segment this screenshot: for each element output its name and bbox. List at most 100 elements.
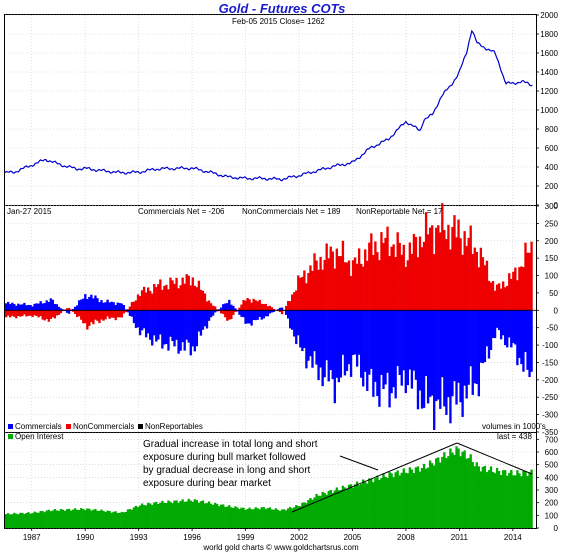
y-tick-label: 300 — [545, 202, 559, 211]
noncommercials-bar — [55, 310, 59, 316]
commercials-bar — [236, 310, 239, 312]
open-interest-bar — [215, 503, 219, 528]
open-interest-bar — [483, 465, 487, 528]
commercials-bar — [215, 310, 219, 312]
commercials-bar — [457, 310, 460, 383]
open-interest-bar — [291, 508, 294, 528]
commercials-bar — [422, 310, 426, 408]
open-interest-bar — [33, 511, 36, 528]
commercials-bar — [299, 310, 302, 348]
commercials-bar — [284, 310, 288, 315]
noncommercials-bar — [424, 212, 428, 311]
open-interest-bar — [63, 510, 67, 528]
commercials-bar — [82, 298, 85, 311]
open-interest-bar — [183, 501, 186, 528]
noncommercials-bar — [400, 254, 403, 311]
noncommercials-bar — [370, 233, 373, 311]
open-interest-bar — [481, 466, 485, 528]
open-interest-bar — [380, 478, 383, 528]
open-interest-bar — [132, 507, 136, 528]
noncommercials-bar — [355, 263, 359, 311]
open-interest-bar — [82, 509, 85, 528]
commercials-bar — [368, 310, 371, 375]
noncommercials-bar — [512, 271, 515, 311]
noncommercials-bar — [414, 237, 418, 311]
open-interest-bar — [506, 475, 509, 528]
open-interest-bar — [171, 503, 174, 528]
open-interest-bar — [126, 509, 130, 528]
noncommercials-bar — [264, 303, 267, 311]
open-interest-bar — [485, 472, 489, 528]
open-interest-bar — [157, 503, 160, 528]
commercials-bar — [489, 310, 493, 350]
noncommercials-bar — [309, 265, 312, 311]
open-interest-bar — [362, 479, 365, 528]
noncommercials-bar — [366, 260, 369, 311]
commercials-bar — [9, 304, 12, 311]
commercials-bar — [262, 310, 265, 319]
open-interest-bar — [431, 463, 434, 528]
open-interest-bar — [321, 491, 324, 528]
noncommercials-bar — [23, 310, 26, 315]
noncommercials-bar — [457, 219, 460, 311]
commercials-bar — [35, 303, 38, 311]
commercials-bar — [140, 310, 144, 331]
commercials-bar — [528, 310, 531, 378]
commercials-bar — [313, 310, 316, 352]
open-interest-bar — [512, 475, 515, 528]
open-interest-bar — [25, 512, 28, 528]
commercials-bar — [78, 300, 81, 311]
noncommercials-bar — [526, 252, 529, 311]
noncommercials-bar — [345, 262, 349, 311]
open-interest-bar — [84, 510, 87, 528]
legend-noncommercials: NonCommercials — [73, 422, 134, 431]
open-interest-bar — [153, 502, 156, 528]
noncommercials-bar — [215, 309, 219, 311]
commercials-bar — [376, 310, 379, 396]
open-interest-bar — [408, 467, 412, 528]
commercials-bar — [451, 310, 454, 397]
commercials-bar — [11, 302, 14, 311]
y-tick-label: 800 — [545, 125, 559, 134]
commercials-bar — [520, 310, 523, 365]
open-interest-bar — [47, 509, 50, 528]
noncommercials-bar — [317, 269, 320, 311]
commercials-bar — [153, 310, 156, 336]
commercials-bar — [157, 310, 160, 340]
noncommercials-bar — [433, 254, 436, 311]
open-interest-bar — [21, 512, 24, 528]
commercials-bar — [199, 310, 203, 336]
commercials-bar — [163, 310, 166, 345]
commercials-bar — [183, 310, 186, 351]
commercials-bar — [71, 308, 75, 311]
noncommercials-bar — [187, 275, 190, 311]
commercials-bar — [246, 310, 249, 324]
open-interest-bar — [15, 513, 18, 528]
commercials-bar — [280, 307, 284, 311]
commercials-bar — [303, 310, 306, 349]
noncommercials-bar — [286, 301, 290, 311]
commercials-bar — [147, 310, 150, 334]
noncommercials-bar — [213, 306, 217, 311]
commercials-bar — [321, 310, 324, 387]
noncommercials-bar — [108, 310, 111, 319]
open-interest-bar — [289, 507, 292, 528]
x-tick-label: 1993 — [130, 533, 148, 542]
commercials-bar — [57, 306, 61, 311]
commercials-bar — [128, 310, 132, 316]
commercials-bar — [27, 304, 30, 311]
commercials-bar — [428, 310, 432, 397]
open-interest-bar — [471, 462, 474, 528]
noncommercials-bar — [45, 310, 48, 319]
commercials-bar — [355, 310, 359, 367]
noncommercials-bar — [510, 278, 513, 311]
noncommercials-bar — [224, 310, 227, 318]
noncommercials-bar — [378, 260, 381, 311]
commercials-bar — [112, 302, 115, 311]
noncommercials-bar — [451, 227, 454, 311]
noncommercials-bar — [201, 290, 205, 311]
noncommercials-bar — [386, 226, 389, 311]
open-interest-bar — [195, 500, 199, 528]
noncommercials-bar — [39, 310, 42, 317]
noncommercials-bar — [37, 310, 40, 318]
